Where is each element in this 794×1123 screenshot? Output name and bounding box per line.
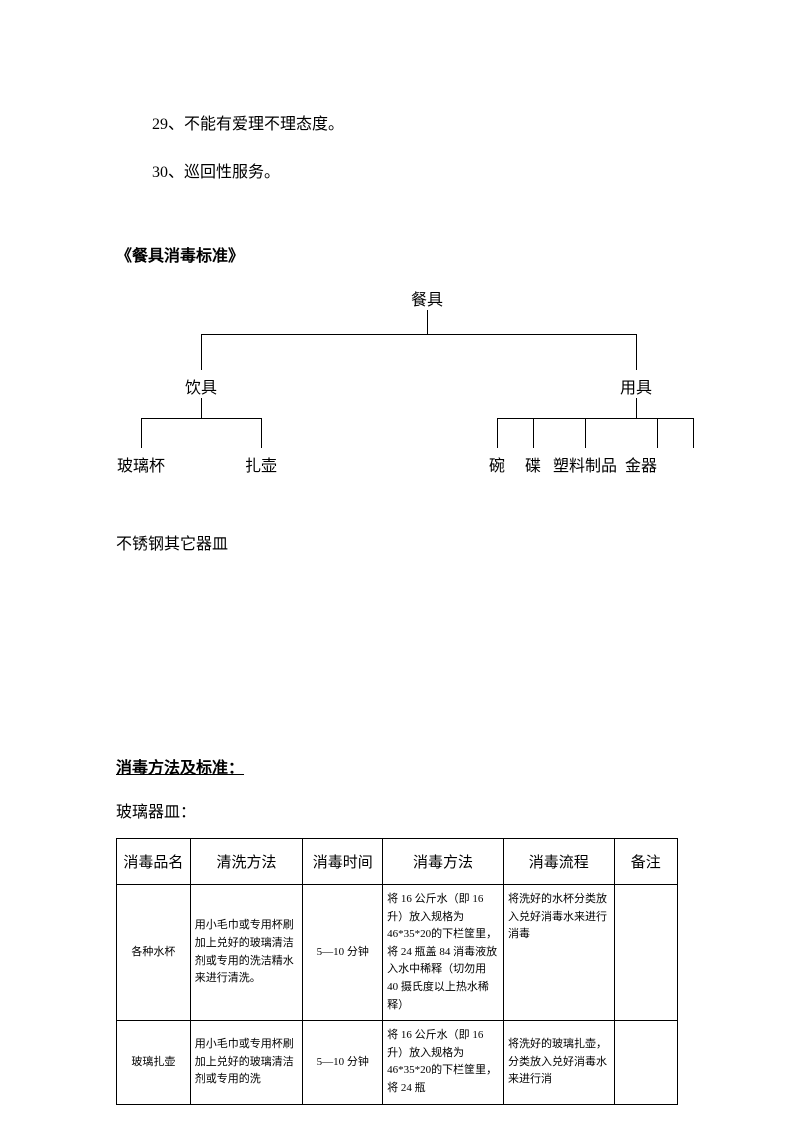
section-title: 《餐具消毒标准》	[116, 242, 678, 266]
table-header: 消毒时间	[303, 839, 383, 885]
table-cell: 玻璃扎壶	[117, 1021, 191, 1104]
table-header: 消毒流程	[503, 839, 614, 885]
tree-extra: 不锈钢其它器皿	[116, 530, 678, 554]
table-cell	[614, 885, 678, 1021]
table-cell: 5—10 分钟	[303, 885, 383, 1021]
tree-leaf: 塑料制品	[553, 452, 617, 476]
table-cell: 将 16 公斤水（即 16 升）放入规格为 46*35*20的下栏筐里，将 24…	[383, 1021, 504, 1104]
table-row: 玻璃扎壶 用小毛巾或专用杯刷加上兑好的玻璃清洁剂或专用的洗 5—10 分钟 将 …	[117, 1021, 678, 1104]
tree-leaf: 金器	[625, 452, 657, 476]
table-cell: 用小毛巾或专用杯刷加上兑好的玻璃清洁剂或专用的洗洁精水来进行清洗。	[190, 885, 303, 1021]
tree-leaf: 碗	[489, 452, 505, 476]
table-cell: 将 16 公斤水（即 16 升）放入规格为 46*35*20的下栏筐里，将 24…	[383, 885, 504, 1021]
tree-leaf: 扎壶	[245, 452, 277, 476]
tree-leaf: 玻璃杯	[117, 452, 165, 476]
table-cell: 将洗好的玻璃扎壶，分类放入兑好消毒水来进行消	[503, 1021, 614, 1104]
tree-leaf: 碟	[525, 452, 541, 476]
table-header: 清洗方法	[190, 839, 303, 885]
tree-diagram: 餐具 饮具 用具 玻璃杯 扎壶 碗 碟 塑料制品	[117, 286, 677, 526]
list-item-29: 29、不能有爱理不理态度。	[116, 110, 678, 134]
tree-left-label: 饮具	[185, 374, 217, 398]
table-cell	[614, 1021, 678, 1104]
tree-right-label: 用具	[620, 374, 652, 398]
table-header: 消毒方法	[383, 839, 504, 885]
disinfection-table: 消毒品名 清洗方法 消毒时间 消毒方法 消毒流程 备注 各种水杯 用小毛巾或专用…	[116, 838, 678, 1105]
table-header: 备注	[614, 839, 678, 885]
table-cell: 5—10 分钟	[303, 1021, 383, 1104]
table-row: 各种水杯 用小毛巾或专用杯刷加上兑好的玻璃清洁剂或专用的洗洁精水来进行清洗。 5…	[117, 885, 678, 1021]
list-item-30: 30、巡回性服务。	[116, 158, 678, 182]
method-title: 消毒方法及标准：	[116, 754, 678, 778]
table-cell: 用小毛巾或专用杯刷加上兑好的玻璃清洁剂或专用的洗	[190, 1021, 303, 1104]
table-cell: 各种水杯	[117, 885, 191, 1021]
tree-root: 餐具	[411, 286, 443, 310]
subtitle: 玻璃器皿：	[116, 798, 678, 822]
table-cell: 将洗好的水杯分类放入兑好消毒水来进行消毒	[503, 885, 614, 1021]
table-header-row: 消毒品名 清洗方法 消毒时间 消毒方法 消毒流程 备注	[117, 839, 678, 885]
table-header: 消毒品名	[117, 839, 191, 885]
